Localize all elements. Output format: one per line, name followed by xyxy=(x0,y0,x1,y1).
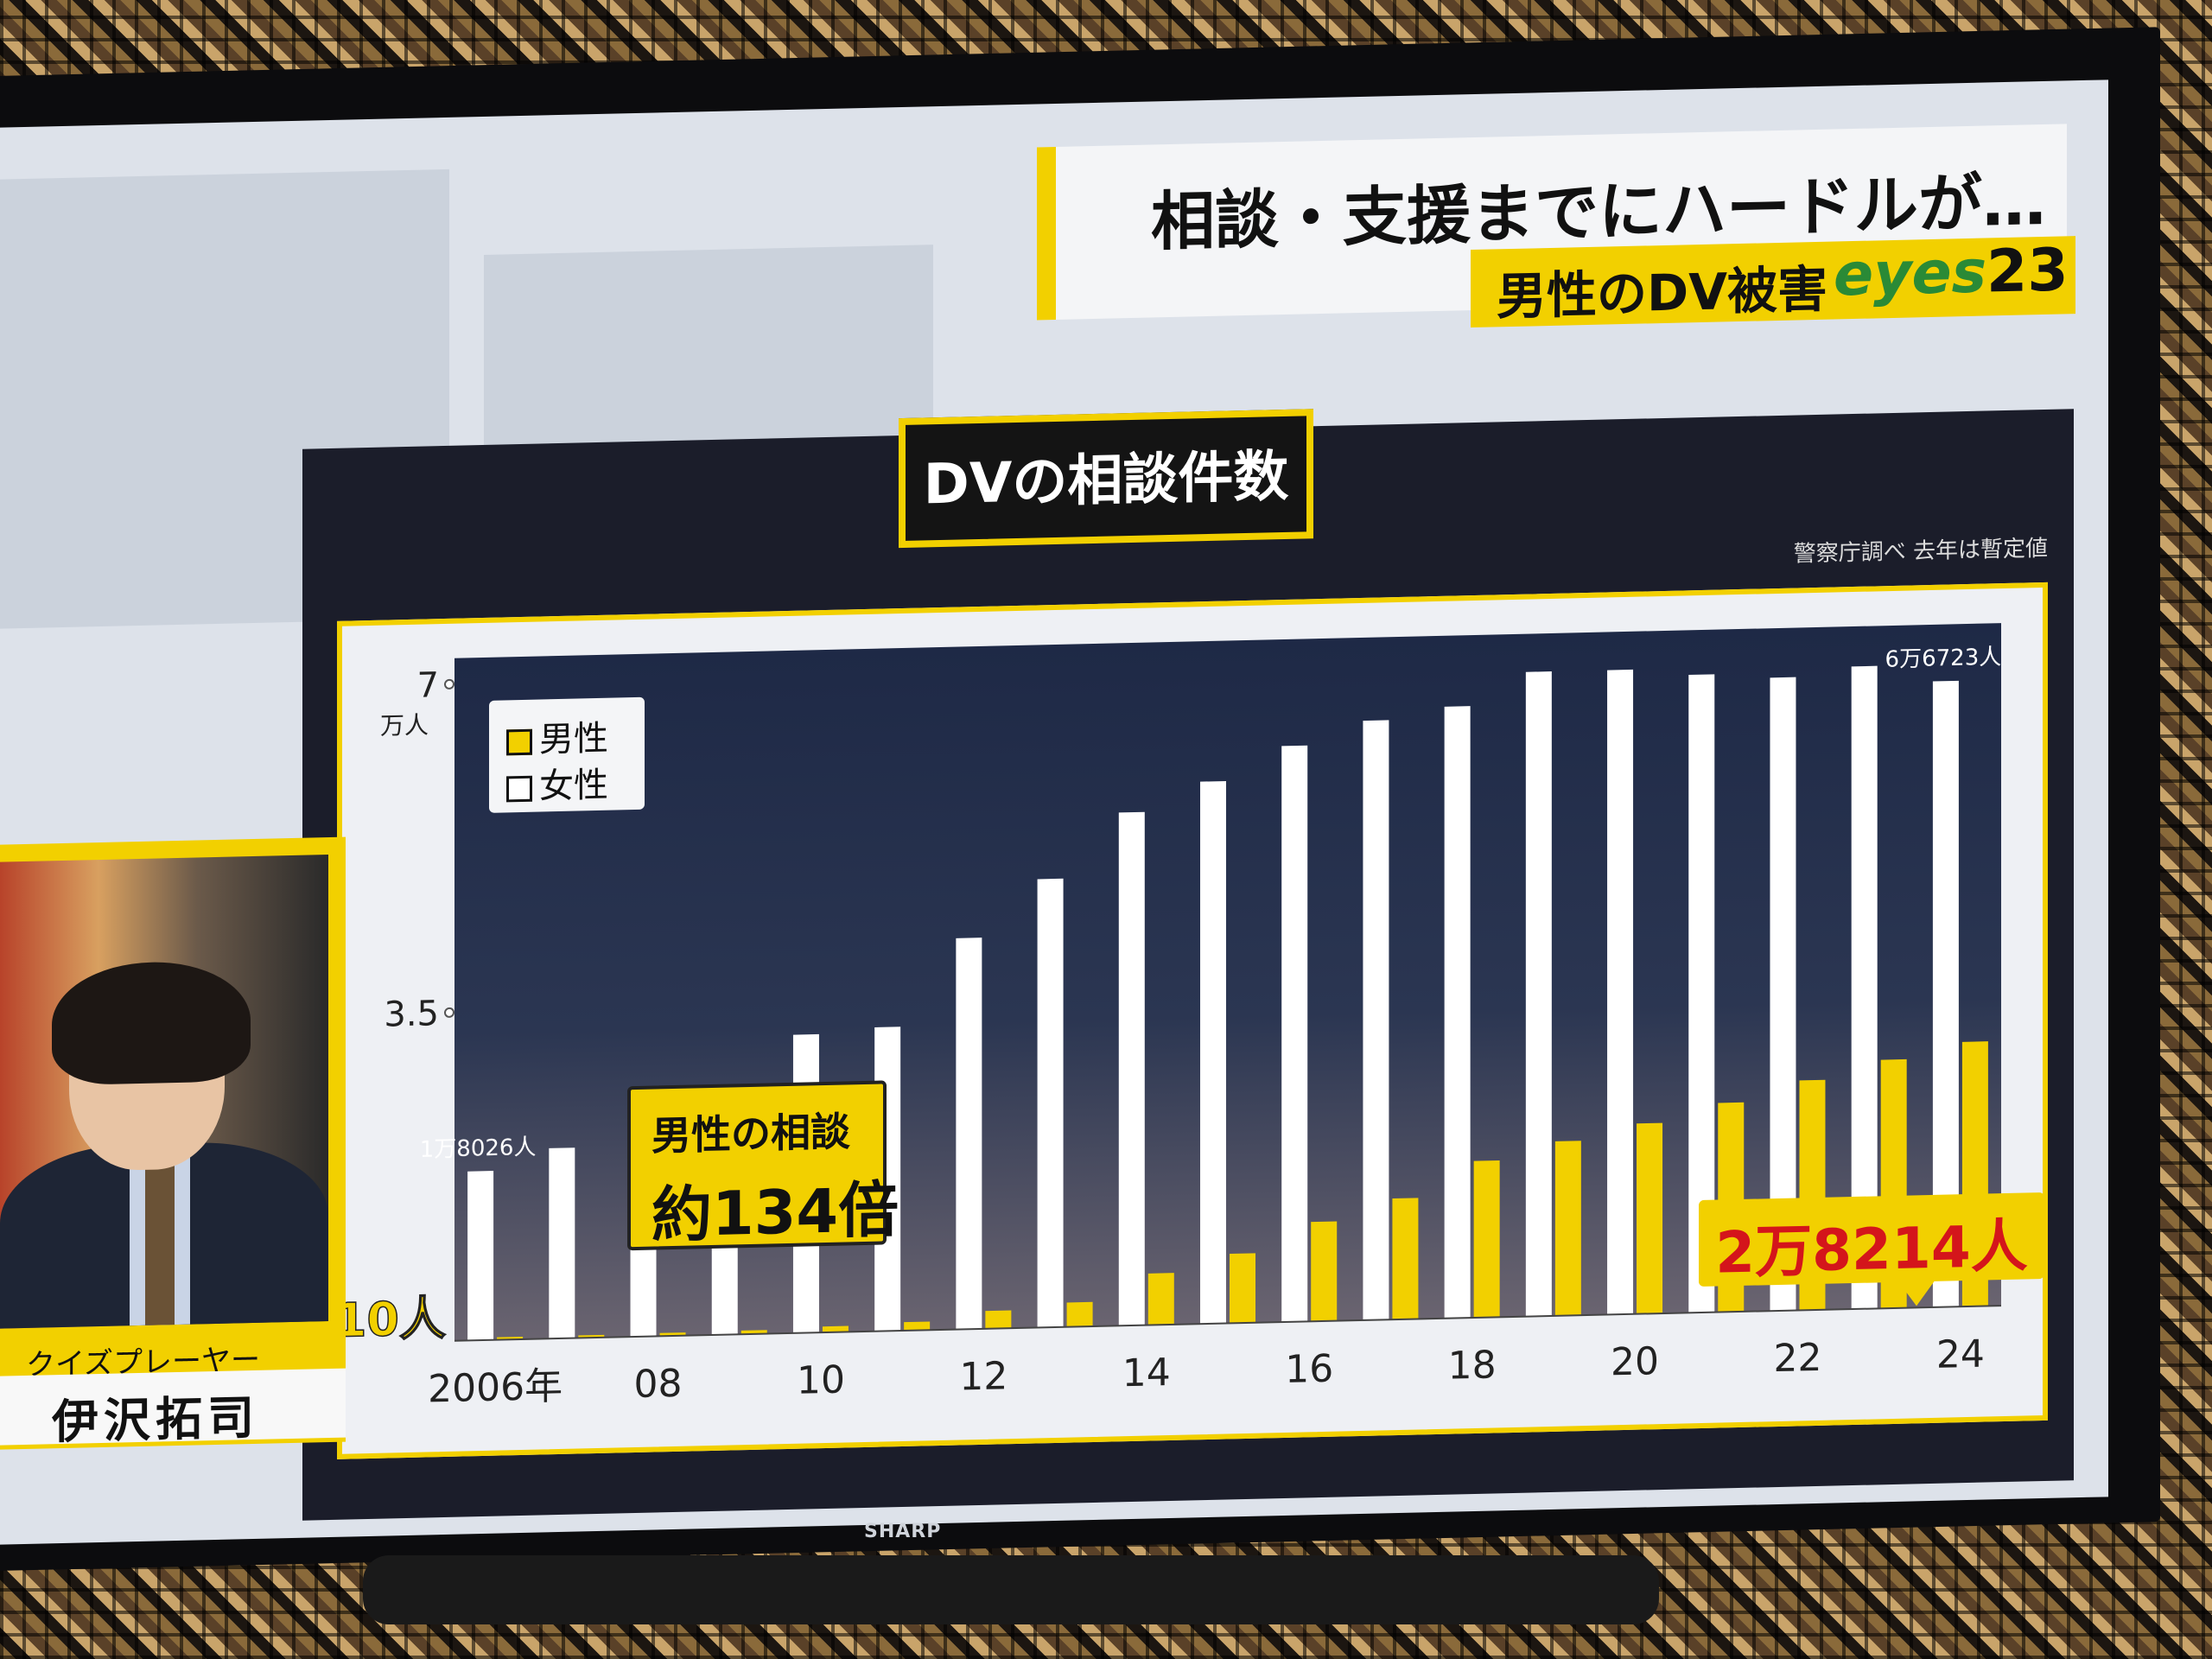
y-tick-label: 7 xyxy=(417,665,439,706)
bar-male-2018 xyxy=(1473,1160,1500,1318)
x-tick-label: 10 xyxy=(797,1357,845,1402)
x-tick-label: 24 xyxy=(1936,1332,1985,1377)
x-tick-label: 16 xyxy=(1285,1347,1333,1392)
bar-female-2014 xyxy=(1118,811,1145,1326)
bar-male-2016 xyxy=(1311,1221,1338,1322)
bar-female-2023 xyxy=(1851,665,1878,1310)
x-axis-baseline xyxy=(454,1305,2001,1342)
x-tick-label: 14 xyxy=(1122,1351,1171,1395)
headline-box: 相談・支援までにハードルが… 男性のDV被害 eyes23 xyxy=(1037,124,2075,328)
legend-label-female: 女性 xyxy=(539,765,608,807)
subtitle-bar: 男性のDV被害 eyes23 xyxy=(1471,236,2075,328)
data-label-female: 1万8026人 xyxy=(420,1135,537,1163)
tv-stand xyxy=(363,1555,1659,1624)
bar-male-2013 xyxy=(1066,1301,1093,1327)
ratio-callout: 男性の相談 約134倍 xyxy=(627,1080,899,1251)
y-tick-mark xyxy=(444,1007,454,1018)
legend-swatch-female xyxy=(506,775,532,803)
y-tick-label: 3.5 xyxy=(384,994,439,1034)
bar-female-2021 xyxy=(1688,674,1715,1313)
bar-female-2012 xyxy=(956,938,982,1330)
presenter-tie xyxy=(145,1160,175,1325)
chart-title: DVの相談件数 xyxy=(923,444,1289,518)
ratio-callout-line2: 約134倍 xyxy=(652,1174,899,1251)
bar-male-2011 xyxy=(904,1321,931,1331)
x-tick-label: 20 xyxy=(1611,1339,1659,1384)
bar-male-2020 xyxy=(1637,1122,1663,1314)
x-tick-label: 08 xyxy=(634,1362,683,1407)
chart-legend: 男性 女性 xyxy=(489,696,645,813)
bar-male-2017 xyxy=(1392,1198,1419,1320)
logo-number: 23 xyxy=(1986,236,2069,307)
chart-panel: DVの相談件数 警察庁調べ 去年は暫定値 3.5 7 万人 2006年 08 10 12 14… xyxy=(302,409,2074,1521)
data-label-male: 210人 xyxy=(342,1291,446,1349)
chart-title-box: DVの相談件数 xyxy=(899,409,1313,549)
bar-female-2017 xyxy=(1363,720,1389,1320)
data-label-female: 6万6723人 xyxy=(1885,645,2002,673)
presenter-inset: クイズプレーヤー 伊沢拓司 xyxy=(0,836,346,1450)
ratio-callout-line1: 男性の相談 xyxy=(652,1108,850,1160)
bar-female-2022 xyxy=(1770,677,1796,1312)
bar-female-2013 xyxy=(1037,878,1064,1328)
bar-female-2015 xyxy=(1200,780,1226,1325)
callout-pointer xyxy=(1897,1279,1936,1306)
legend-label-male: 男性 xyxy=(539,718,608,760)
y-unit-label: 万人 xyxy=(380,710,429,740)
bar-male-2014 xyxy=(1147,1273,1174,1325)
bar-male-2010 xyxy=(822,1325,849,1333)
logo-word: eyes xyxy=(1834,238,1987,310)
legend-item-female: 女性 xyxy=(506,757,608,810)
presenter-name-bar: 伊沢拓司 xyxy=(0,1368,346,1449)
bar-female-2020 xyxy=(1607,669,1634,1315)
latest-value-text: 2万8214人 xyxy=(1715,1212,2028,1287)
x-tick-label: 12 xyxy=(959,1354,1007,1399)
bar-female-2024 xyxy=(1932,680,1959,1307)
plot-frame: 3.5 7 万人 2006年 08 10 12 14 16 18 20 22 24 1万8026人 210人… xyxy=(337,582,2048,1459)
chart-source-note: 警察庁調べ 去年は暫定値 xyxy=(1793,535,2048,568)
x-tick-label: 22 xyxy=(1773,1336,1821,1381)
bar-female-2019 xyxy=(1525,671,1552,1317)
tv-brand-logo: SHARP xyxy=(864,1521,942,1542)
subtitle: 男性のDV被害 xyxy=(1497,259,1828,327)
x-tick-label: 18 xyxy=(1448,1343,1497,1388)
bar-male-2012 xyxy=(985,1310,1012,1329)
bar-female-2007 xyxy=(549,1147,575,1339)
tv-screen: 相談・支援までにハードルが… 男性のDV被害 eyes23 DVの相談件数 警察… xyxy=(0,79,2108,1545)
latest-value-callout: 2万8214人 xyxy=(1699,1192,2044,1306)
y-tick-mark xyxy=(444,678,454,690)
legend-item-male: 男性 xyxy=(506,710,608,763)
presenter-name: 伊沢拓司 xyxy=(52,1389,259,1450)
legend-swatch-male xyxy=(506,728,532,756)
x-tick-label: 2006年 xyxy=(428,1364,563,1412)
bar-female-2006 xyxy=(467,1171,494,1341)
presenter-hair xyxy=(52,960,251,1086)
presenter-photo xyxy=(0,855,328,1329)
bar-female-2016 xyxy=(1281,745,1308,1323)
program-logo: eyes23 xyxy=(1834,236,2069,309)
bar-male-2019 xyxy=(1554,1141,1581,1316)
bar-male-2015 xyxy=(1230,1253,1255,1324)
bar-female-2018 xyxy=(1444,706,1471,1319)
bar-chart: 3.5 7 万人 2006年 08 10 12 14 16 18 20 22 24 1万8026人 210人… xyxy=(342,645,2002,1412)
